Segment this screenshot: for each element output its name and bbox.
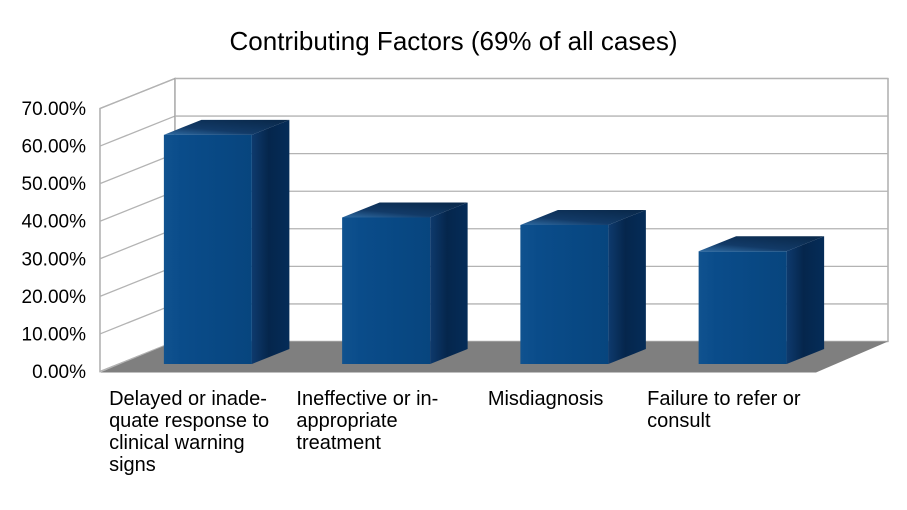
bar-front-face: [163, 134, 252, 364]
y-tick-label: 60.00%: [22, 137, 87, 158]
bar-top-face: [698, 236, 825, 252]
y-tick-label: 20.00%: [22, 287, 87, 308]
bar-side-face: [786, 236, 825, 364]
bar-side-face: [430, 202, 468, 364]
bar-ineffective-or-inappropriate: [342, 202, 468, 364]
bar-front-face: [520, 224, 609, 364]
bar-top-face: [163, 119, 290, 135]
bar-delayed-or-inadequate: [163, 119, 290, 364]
chart-title: Contributing Factors (69% of all cases): [229, 26, 678, 56]
y-tick-label: 0.00%: [32, 362, 86, 383]
y-tick-label: 30.00%: [22, 249, 87, 270]
bar-failure-to-refer: [698, 236, 825, 364]
y-tick-label: 10.00%: [22, 324, 87, 345]
bar-front-face: [342, 217, 431, 364]
bar-misdiagnosis: [520, 209, 646, 364]
bar-side-face: [251, 119, 290, 364]
y-axis-labels: 0.00% 10.00% 20.00% 30.00% 40.00% 50.00% 60.00…: [22, 99, 87, 383]
plot-floor: [100, 341, 888, 373]
bar-side-face: [608, 209, 646, 364]
bar-front-face: [698, 251, 787, 364]
bar-top-face: [342, 202, 468, 218]
bar-series: [163, 119, 825, 364]
y-tick-label: 70.00%: [22, 99, 87, 120]
plot-left-wall: [99, 77, 176, 373]
y-tick-label: 50.00%: [22, 174, 87, 195]
bar-top-face: [520, 209, 646, 225]
y-tick-label: 40.00%: [22, 212, 87, 233]
